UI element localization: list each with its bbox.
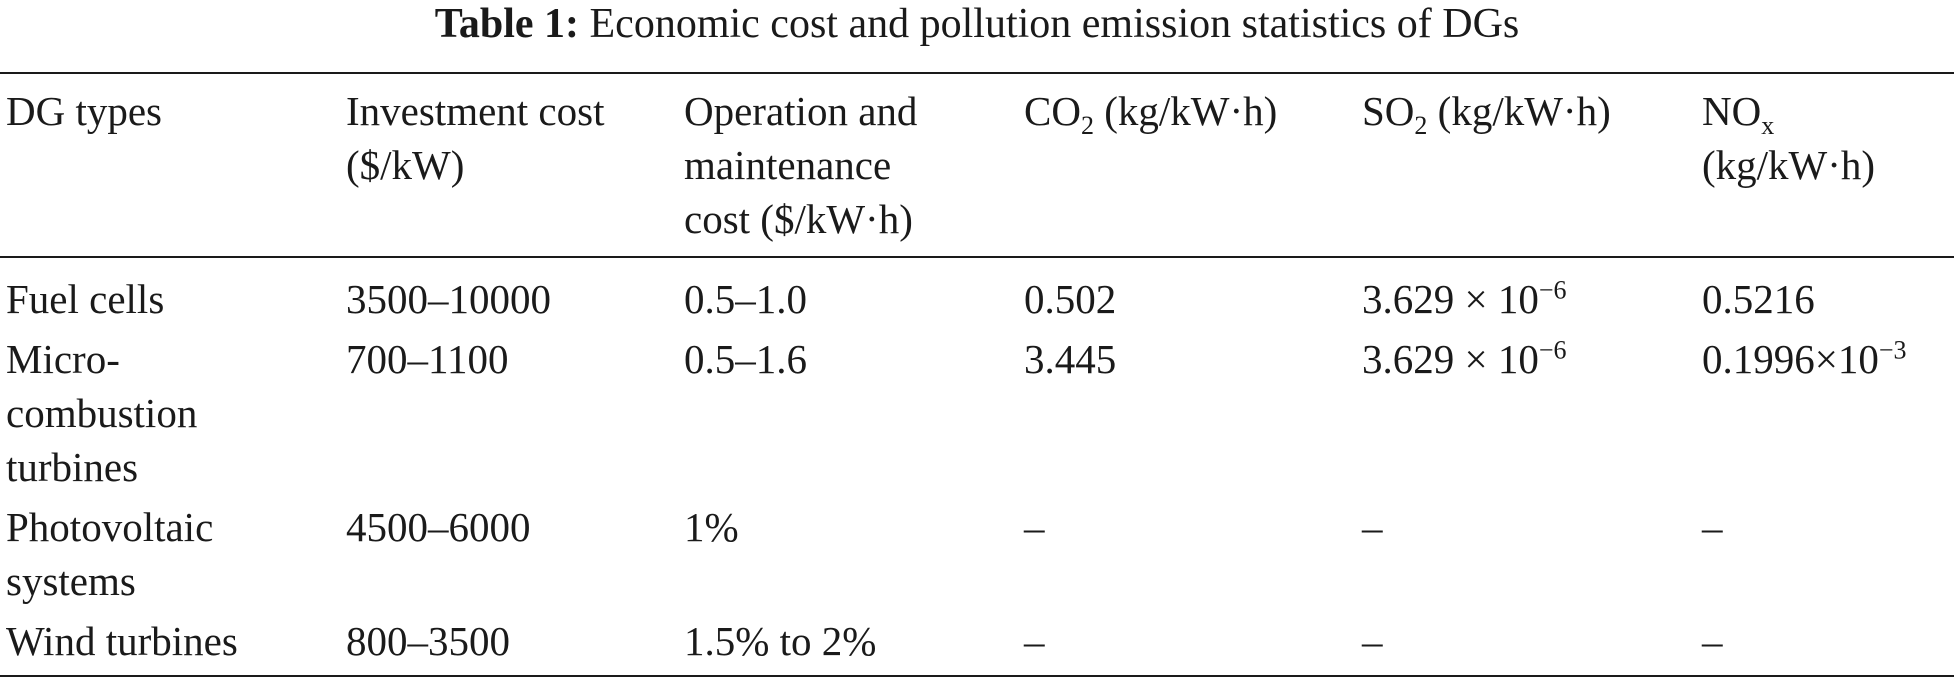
cell-so2: 3.629 × 10−6 — [1362, 335, 1567, 382]
cell-dg-type: Fuel cells — [6, 276, 165, 322]
cell-investment: 800–3500 — [346, 618, 510, 664]
header-dg-types: DG types — [6, 88, 163, 134]
header-co2: CO2 (kg/kW·h) — [1024, 88, 1278, 141]
cell-nox: 0.5216 — [1702, 276, 1815, 322]
cell-so2: – — [1362, 618, 1383, 664]
header-nox: NOx (kg/kW·h) — [1702, 88, 1876, 188]
cell-nox: – — [1702, 504, 1723, 550]
cell-dg-type: Photovoltaic systems — [6, 504, 214, 604]
header-so2: SO2 (kg/kW·h) — [1362, 88, 1611, 141]
cell-dg-type: Micro- combustion turbines — [6, 336, 198, 490]
cell-investment: 3500–10000 — [346, 276, 551, 322]
cell-so2: – — [1362, 504, 1383, 550]
emission-table: DG types Investment cost ($/kW) Operatio… — [0, 74, 1954, 674]
top-rule — [0, 72, 1954, 74]
table-row: Micro- combustion turbines 700–1100 0.5–… — [0, 332, 1954, 500]
cell-investment: 700–1100 — [346, 336, 509, 382]
cell-co2: – — [1024, 504, 1045, 550]
cell-operation: 0.5–1.6 — [684, 336, 807, 382]
cell-operation: 1.5% to 2% — [684, 618, 877, 664]
cell-nox: 0.1996×10−3 — [1702, 335, 1907, 382]
header-investment-cost: Investment cost ($/kW) — [346, 88, 605, 188]
cell-investment: 4500–6000 — [346, 504, 531, 550]
table-row: Wind turbines 800–3500 1.5% to 2% – – – — [0, 614, 1954, 674]
header-operation-cost: Operation and maintenance cost ($/kW·h) — [684, 88, 918, 242]
table-caption: Table 1: Economic cost and pollution emi… — [0, 0, 1954, 48]
cell-operation: 1% — [684, 504, 739, 550]
caption-label: Table 1: — [434, 1, 580, 47]
header-rule — [0, 256, 1954, 258]
cell-so2: 3.629 × 10−6 — [1362, 275, 1567, 322]
cell-co2: 0.502 — [1024, 276, 1117, 322]
table-row: Photovoltaic systems 4500–6000 1% – – – — [0, 500, 1954, 614]
table-row: Fuel cells 3500–10000 0.5–1.0 0.502 3.62… — [0, 258, 1954, 332]
cell-co2: 3.445 — [1024, 336, 1117, 382]
cell-co2: – — [1024, 618, 1045, 664]
bottom-rule — [0, 675, 1954, 677]
cell-dg-type: Wind turbines — [6, 618, 238, 664]
caption-text: Economic cost and pollution emission sta… — [589, 1, 1520, 47]
cell-operation: 0.5–1.0 — [684, 276, 807, 322]
cell-nox: – — [1702, 618, 1723, 664]
header-row: DG types Investment cost ($/kW) Operatio… — [0, 74, 1954, 258]
